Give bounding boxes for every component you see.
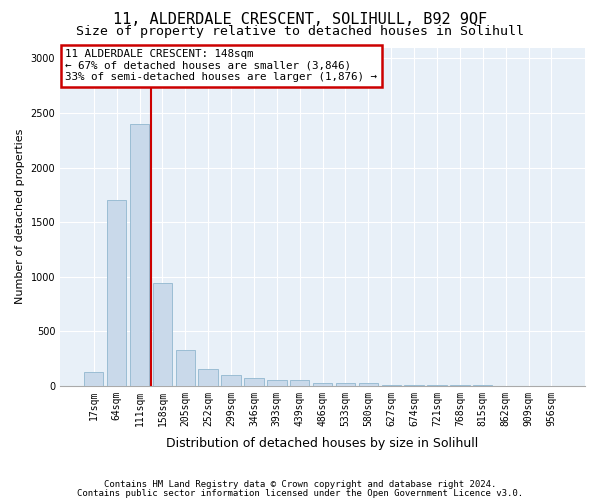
Text: 11, ALDERDALE CRESCENT, SOLIHULL, B92 9QF: 11, ALDERDALE CRESCENT, SOLIHULL, B92 9Q… xyxy=(113,12,487,28)
Bar xyxy=(359,382,378,386)
Bar xyxy=(152,283,172,386)
Bar xyxy=(176,350,195,386)
Bar xyxy=(130,124,149,386)
Bar xyxy=(404,385,424,386)
Bar xyxy=(382,384,401,386)
Bar xyxy=(427,385,447,386)
Bar xyxy=(244,378,263,386)
Y-axis label: Number of detached properties: Number of detached properties xyxy=(15,129,25,304)
Text: Contains HM Land Registry data © Crown copyright and database right 2024.: Contains HM Land Registry data © Crown c… xyxy=(104,480,496,489)
Bar xyxy=(267,380,287,386)
Bar xyxy=(84,372,103,386)
X-axis label: Distribution of detached houses by size in Solihull: Distribution of detached houses by size … xyxy=(166,437,479,450)
Text: Size of property relative to detached houses in Solihull: Size of property relative to detached ho… xyxy=(76,25,524,38)
Bar xyxy=(290,380,310,386)
Bar xyxy=(221,375,241,386)
Bar xyxy=(107,200,127,386)
Text: Contains public sector information licensed under the Open Government Licence v3: Contains public sector information licen… xyxy=(77,489,523,498)
Bar xyxy=(199,369,218,386)
Bar xyxy=(450,385,470,386)
Bar xyxy=(313,382,332,386)
Text: 11 ALDERDALE CRESCENT: 148sqm
← 67% of detached houses are smaller (3,846)
33% o: 11 ALDERDALE CRESCENT: 148sqm ← 67% of d… xyxy=(65,49,377,82)
Bar xyxy=(336,382,355,386)
